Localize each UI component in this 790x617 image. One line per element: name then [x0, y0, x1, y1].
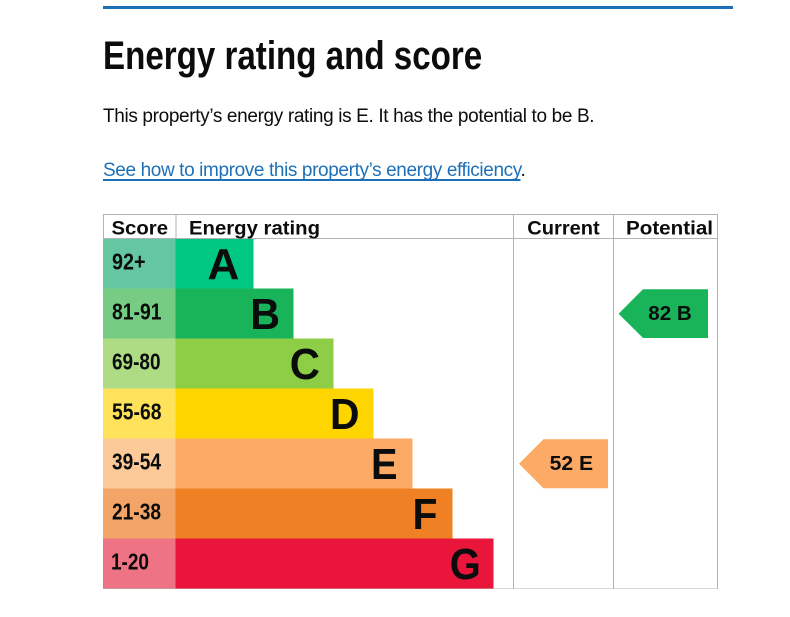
svg-text:Potential: Potential — [626, 219, 713, 240]
svg-text:Energy rating: Energy rating — [189, 219, 320, 240]
svg-text:52 E: 52 E — [550, 452, 594, 475]
svg-text:A: A — [207, 240, 239, 289]
svg-text:81-91: 81-91 — [112, 299, 162, 325]
svg-text:B: B — [250, 290, 280, 339]
svg-text:D: D — [330, 390, 360, 439]
svg-text:55-68: 55-68 — [112, 399, 162, 425]
svg-text:21-38: 21-38 — [112, 499, 161, 525]
svg-text:F: F — [413, 490, 438, 539]
svg-text:92+: 92+ — [112, 249, 146, 275]
svg-text:G: G — [450, 540, 481, 589]
svg-text:Score: Score — [112, 219, 169, 240]
svg-text:82 B: 82 B — [648, 302, 692, 325]
svg-text:Current: Current — [527, 219, 600, 240]
svg-text:39-54: 39-54 — [112, 449, 161, 475]
svg-text:E: E — [371, 440, 398, 489]
svg-text:C: C — [290, 340, 320, 389]
svg-text:69-80: 69-80 — [112, 349, 161, 375]
svg-text:1-20: 1-20 — [111, 549, 149, 575]
